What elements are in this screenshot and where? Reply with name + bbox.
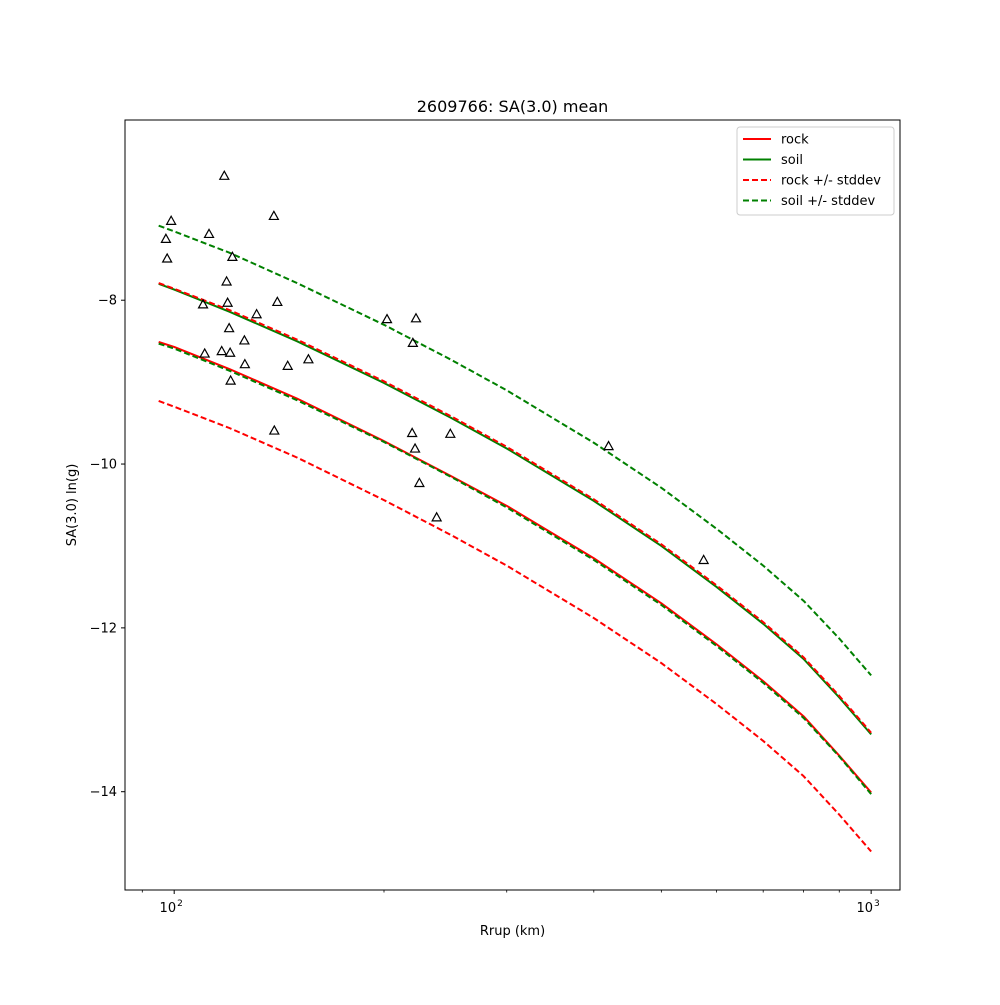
observation-point	[381, 313, 393, 324]
observation-point	[221, 275, 233, 286]
observation-point	[431, 511, 443, 522]
observation-point	[302, 353, 314, 364]
legend-label: rock +/- stddev	[781, 174, 881, 189]
series-line-rock-stddev	[158, 400, 872, 853]
observation-point	[698, 554, 710, 565]
axes-frame	[124, 119, 901, 891]
observation-point	[251, 308, 263, 319]
series-line-soil-stddev	[158, 342, 872, 795]
series-line-rock-stddev	[158, 282, 872, 734]
observation-point	[224, 346, 236, 357]
legend-label: soil	[781, 153, 803, 168]
observation-point	[160, 233, 172, 243]
legend-label: rock	[781, 133, 809, 148]
observation-point	[268, 210, 280, 221]
observation-point	[410, 312, 422, 323]
observation-point	[226, 251, 238, 261]
observation-point	[444, 427, 456, 438]
plot-area	[158, 169, 872, 853]
axis-ticks: 102 103−8−10−12−14	[90, 294, 880, 916]
observation-point	[216, 345, 228, 356]
observation-point	[413, 477, 425, 488]
observation-point	[222, 296, 234, 307]
legend: rock soil rock +/- stddev soil +/- stddev	[736, 126, 895, 216]
series-line-soil	[158, 282, 872, 736]
legend-label: soil +/- stddev	[781, 194, 876, 209]
observation-point	[238, 334, 250, 345]
observation-point	[165, 215, 177, 225]
observation-point	[409, 442, 421, 453]
x-axis-label: Rrup (km)	[480, 924, 545, 939]
observation-point	[271, 296, 283, 307]
observation-point	[197, 298, 209, 309]
legend-box	[736, 126, 895, 216]
observation-point	[225, 374, 237, 385]
observation-point	[203, 228, 215, 239]
chart-title: 2609766: SA(3.0) mean	[417, 97, 609, 116]
series-line-rock	[158, 341, 872, 794]
observation-point	[218, 169, 230, 180]
observation-point	[199, 347, 211, 358]
observation-point	[406, 427, 418, 438]
y-axis-label: SA(3.0) ln(g)	[65, 464, 80, 547]
observation-point	[223, 322, 235, 333]
observation-point	[407, 337, 419, 348]
observation-point	[603, 440, 615, 451]
y-tick-label: −14	[90, 785, 117, 800]
y-tick-label: −8	[98, 294, 117, 309]
observation-point	[282, 360, 294, 370]
observation-point	[239, 358, 251, 369]
observation-point	[268, 424, 280, 435]
y-tick-label: −10	[90, 458, 117, 473]
observation-point	[161, 252, 173, 263]
series-line-soil-stddev	[158, 224, 872, 677]
y-tick-label: −12	[90, 621, 117, 636]
